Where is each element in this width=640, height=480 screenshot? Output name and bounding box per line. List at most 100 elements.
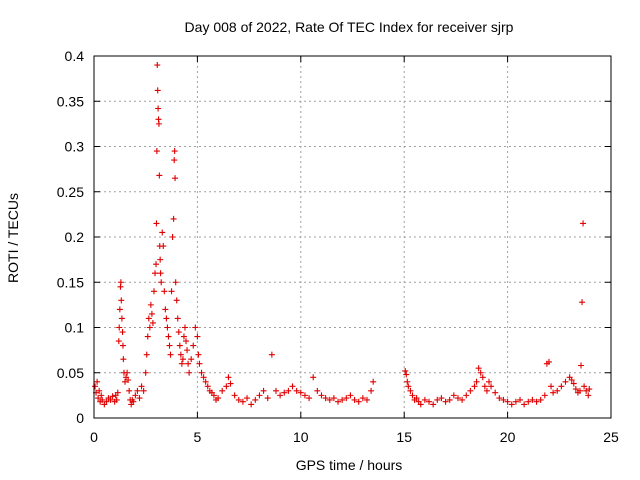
data-point: [504, 398, 511, 405]
data-point: [115, 338, 122, 345]
data-point: [355, 398, 362, 405]
data-point: [119, 329, 126, 336]
data-point: [143, 351, 150, 358]
x-tick-label: 5: [194, 429, 202, 445]
data-point: [168, 288, 175, 295]
x-axis-label: GPS time / hours: [296, 457, 403, 473]
data-point: [252, 396, 259, 403]
data-point: [586, 386, 593, 393]
data-point: [483, 387, 490, 394]
data-point: [525, 398, 532, 405]
data-point: [176, 342, 183, 349]
data-point: [166, 342, 173, 349]
data-point: [184, 347, 191, 354]
data-point: [537, 396, 544, 403]
data-point: [293, 387, 300, 394]
data-point: [500, 396, 507, 403]
data-point: [330, 395, 337, 402]
data-point: [570, 380, 577, 387]
data-point: [138, 383, 145, 390]
data-point: [402, 367, 409, 374]
y-tick-label: 0.15: [57, 274, 84, 290]
data-point: [231, 392, 238, 399]
data-point: [407, 387, 414, 394]
data-point: [126, 387, 133, 394]
data-point: [459, 396, 466, 403]
data-point: [181, 324, 188, 331]
data-point: [446, 396, 453, 403]
x-tick-label: 25: [603, 429, 619, 445]
data-point: [114, 389, 121, 396]
data-point: [154, 87, 161, 94]
data-point: [485, 378, 492, 385]
data-point: [153, 261, 160, 268]
data-point: [132, 392, 139, 399]
data-point: [107, 396, 114, 403]
data-point: [363, 396, 370, 403]
data-point: [235, 396, 242, 403]
data-point: [165, 333, 172, 340]
data-point: [339, 396, 346, 403]
data-point: [130, 398, 137, 405]
data-points: [92, 62, 593, 408]
data-point: [136, 395, 143, 402]
data-point: [186, 369, 193, 376]
data-point: [568, 376, 575, 383]
data-point: [98, 392, 105, 399]
data-point: [215, 395, 222, 402]
x-tick-label: 15: [396, 429, 412, 445]
data-point: [223, 383, 230, 390]
data-point: [467, 387, 474, 394]
y-tick-label: 0.35: [57, 93, 84, 109]
data-point: [158, 279, 165, 286]
data-point: [508, 401, 515, 408]
data-point: [533, 398, 540, 405]
data-point: [463, 392, 470, 399]
data-point: [281, 389, 288, 396]
data-point: [548, 383, 555, 390]
data-point: [306, 395, 313, 402]
y-tick-label: 0.4: [65, 48, 85, 64]
data-point: [174, 315, 181, 322]
data-point: [260, 387, 267, 394]
data-point: [277, 392, 284, 399]
x-tick-label: 20: [500, 429, 516, 445]
data-point: [409, 392, 416, 399]
data-point: [147, 301, 154, 308]
data-point: [219, 387, 226, 394]
data-point: [183, 338, 190, 345]
y-tick-label: 0.05: [57, 365, 84, 381]
data-point: [297, 389, 304, 396]
data-point: [134, 387, 141, 394]
data-point: [488, 383, 495, 390]
data-point: [164, 324, 171, 331]
data-point: [475, 365, 482, 372]
data-point: [529, 396, 536, 403]
data-point: [521, 401, 528, 408]
data-point: [172, 279, 179, 286]
data-point: [579, 299, 586, 306]
data-point: [359, 395, 366, 402]
data-point: [160, 243, 167, 250]
y-tick-label: 0.25: [57, 184, 84, 200]
data-point: [120, 356, 127, 363]
data-point: [170, 215, 177, 222]
data-point: [148, 310, 155, 317]
data-point: [173, 297, 180, 304]
data-point: [301, 392, 308, 399]
data-point: [175, 329, 182, 336]
data-point: [583, 387, 590, 394]
data-point: [368, 387, 375, 394]
data-point: [124, 369, 131, 376]
data-point: [285, 387, 292, 394]
data-point: [421, 396, 428, 403]
data-point: [438, 395, 445, 402]
data-point: [142, 369, 149, 376]
y-tick-label: 0: [76, 410, 84, 426]
data-point: [202, 378, 209, 385]
data-point: [554, 387, 561, 394]
data-point: [405, 383, 412, 390]
data-point: [177, 351, 184, 358]
data-point: [162, 306, 169, 313]
